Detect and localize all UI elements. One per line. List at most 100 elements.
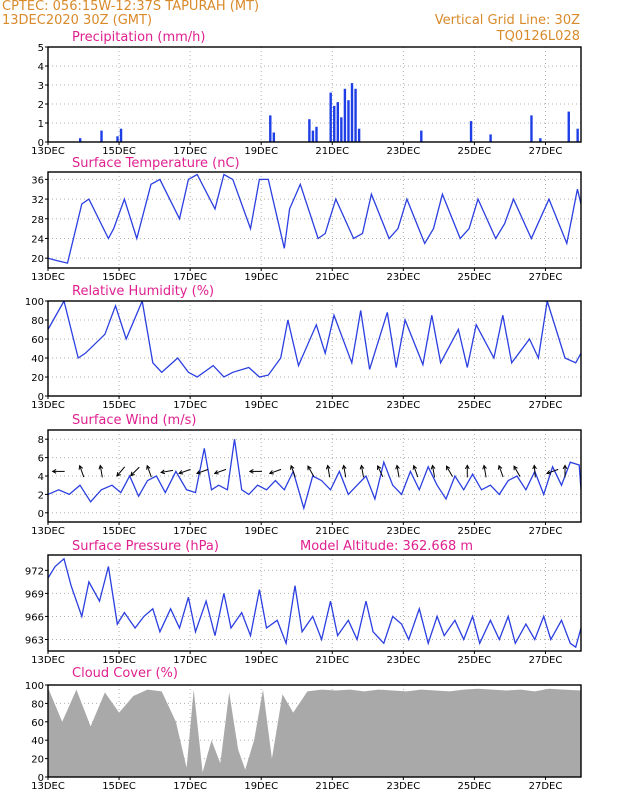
x-tick-label: 19DEC bbox=[244, 400, 278, 411]
y-tick-label: 80 bbox=[31, 316, 44, 327]
x-tick-label: 13DEC bbox=[31, 272, 65, 283]
x-tick-label: 27DEC bbox=[529, 655, 563, 666]
wind-arrow bbox=[160, 469, 174, 475]
x-tick-label: 19DEC bbox=[244, 655, 278, 666]
y-tick-label: 972 bbox=[25, 566, 44, 577]
wind-arrow bbox=[464, 464, 470, 478]
precip-bar bbox=[100, 130, 103, 142]
wind-arrow-head bbox=[98, 464, 104, 470]
x-tick-label: 17DEC bbox=[173, 526, 207, 537]
wind-arrow-head bbox=[464, 464, 470, 470]
wind-arrow-shaft bbox=[307, 465, 315, 477]
y-tick-label: 2 bbox=[38, 100, 44, 111]
wind-arrow bbox=[290, 464, 296, 478]
wind-arrow bbox=[412, 464, 419, 478]
precip-bar bbox=[272, 132, 276, 142]
x-tick-label: 19DEC bbox=[244, 272, 278, 283]
wind-arrow-shaft bbox=[116, 466, 126, 477]
wind-arrow-shaft bbox=[196, 468, 209, 474]
wind-arrow-head bbox=[562, 464, 568, 470]
wind-arrow-head bbox=[51, 469, 57, 474]
wind-arrow bbox=[116, 466, 126, 477]
y-tick-label: 28 bbox=[31, 215, 44, 226]
wind-arrow-shaft bbox=[483, 465, 487, 478]
x-tick-label: 25DEC bbox=[458, 272, 492, 283]
precip-bar bbox=[420, 130, 423, 142]
x-tick-label: 15DEC bbox=[102, 272, 136, 283]
x-tick-label: 21DEC bbox=[315, 272, 349, 283]
x-tick-label: 21DEC bbox=[315, 146, 349, 157]
x-tick-label: 25DEC bbox=[458, 146, 492, 157]
precip-bar bbox=[530, 115, 533, 142]
series-line bbox=[48, 557, 581, 649]
wind-arrow bbox=[341, 464, 347, 478]
wind-arrow-head bbox=[268, 470, 274, 475]
wind-arrow-head bbox=[482, 464, 487, 470]
x-tick-label: 27DEC bbox=[529, 781, 563, 792]
panel-2: 0 20 40 60 80 100 13DEC 15DEC 17DEC 19DEC 21DEC 23D… bbox=[25, 284, 582, 411]
x-tick-label: 13DEC bbox=[31, 655, 65, 666]
wind-arrow-head bbox=[325, 464, 331, 470]
wind-arrow bbox=[195, 468, 209, 475]
wind-arrow-shaft bbox=[327, 465, 331, 478]
wind-arrow bbox=[430, 464, 436, 478]
wind-arrow bbox=[307, 465, 315, 477]
panel-1: 20 24 28 32 36 13DEC 15DEC 17DEC 19DEC 21DEC 23DEC… bbox=[31, 156, 582, 283]
y-tick-label: 32 bbox=[31, 195, 44, 206]
y-tick-label: 100 bbox=[25, 297, 44, 308]
wind-arrow-head bbox=[160, 469, 166, 475]
y-tick-label: 36 bbox=[31, 175, 44, 186]
wind-arrow-head bbox=[178, 470, 184, 475]
precip-bar bbox=[329, 92, 332, 142]
y-tick-label: 20 bbox=[31, 755, 44, 766]
wind-arrow bbox=[130, 466, 140, 477]
x-tick-label: 21DEC bbox=[315, 526, 349, 537]
x-tick-label: 15DEC bbox=[102, 400, 136, 411]
series-group bbox=[78, 83, 579, 142]
wind-arrow bbox=[325, 464, 331, 478]
y-tick-label: 24 bbox=[31, 234, 44, 245]
wind-arrow-head bbox=[130, 471, 135, 477]
wind-arrow-head bbox=[213, 470, 219, 475]
precip-bar bbox=[333, 105, 336, 142]
panel-title: Precipitation (mm/h) bbox=[72, 30, 205, 45]
panel-title: Surface Wind (m/s) bbox=[72, 413, 196, 428]
product-code: TQ0126L028 bbox=[496, 29, 580, 44]
wind-arrow-shaft bbox=[343, 465, 347, 478]
series-line bbox=[48, 173, 581, 264]
y-tick-label: 1 bbox=[38, 119, 44, 130]
y-tick-label: 0 bbox=[38, 138, 44, 149]
x-tick-label: 23DEC bbox=[386, 655, 420, 666]
precip-bar bbox=[119, 128, 123, 142]
wind-arrow-shaft bbox=[99, 465, 103, 478]
x-tick-label: 25DEC bbox=[458, 655, 492, 666]
x-tick-label: 15DEC bbox=[102, 781, 136, 792]
x-tick-label: 17DEC bbox=[173, 400, 207, 411]
wind-arrow bbox=[146, 464, 152, 478]
precip-bar bbox=[576, 128, 579, 142]
wind-arrow bbox=[497, 464, 504, 478]
wind-arrow-head bbox=[290, 464, 295, 470]
wind-arrow-head bbox=[412, 464, 418, 470]
wind-arrow-head bbox=[78, 464, 84, 470]
series-line bbox=[48, 439, 581, 511]
precip-bar bbox=[315, 126, 318, 142]
precip-bar bbox=[567, 111, 570, 142]
wind-arrow bbox=[178, 468, 191, 475]
precip-bar bbox=[78, 138, 82, 142]
y-tick-label: 969 bbox=[25, 589, 44, 600]
wind-arrow bbox=[395, 464, 400, 478]
panel-title: Surface Temperature (nC) bbox=[72, 156, 240, 171]
wind-arrow bbox=[248, 469, 262, 474]
wind-arrow bbox=[78, 464, 85, 478]
y-tick-label: 0 bbox=[38, 509, 44, 520]
precip-bar bbox=[539, 138, 542, 142]
panel-title: Cloud Cover (%) bbox=[72, 666, 178, 681]
precip-bar bbox=[116, 136, 119, 142]
x-tick-label: 23DEC bbox=[386, 781, 420, 792]
panel-0: 0 1 2 3 4 5 13DEC 15DEC 17DEC 19DEC 21DEC 23DEC 25DE… bbox=[31, 30, 582, 157]
panel-frame bbox=[47, 46, 582, 143]
wind-arrow-head bbox=[513, 465, 518, 471]
wind-arrow-head bbox=[195, 470, 201, 475]
precip-bar bbox=[347, 100, 350, 142]
